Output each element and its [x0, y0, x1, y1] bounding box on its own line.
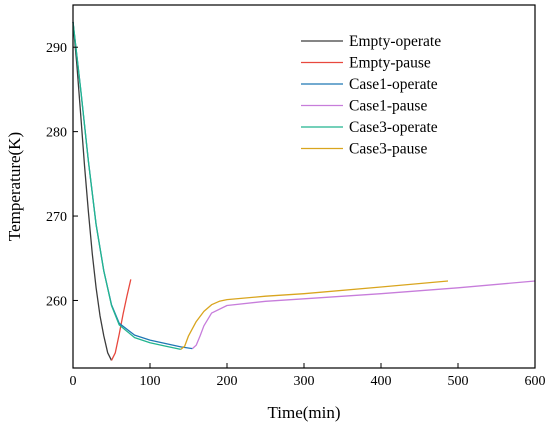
- series-line-3: [191, 280, 536, 350]
- y-tick-label-3: 290: [46, 41, 67, 56]
- series-line-4: [72, 21, 181, 351]
- y-tick-label-0: 260: [46, 294, 67, 309]
- legend-label-0: Empty-operate: [349, 33, 441, 50]
- legend-label-2: Case1-operate: [349, 76, 438, 93]
- series-line-5: [180, 280, 449, 350]
- x-tick-label-0: 0: [70, 374, 77, 389]
- y-axis-label: Temperature(K): [5, 132, 24, 241]
- x-tick-label-5: 500: [448, 374, 469, 389]
- x-tick-label-2: 200: [217, 374, 238, 389]
- legend-label-3: Case1-pause: [349, 98, 427, 115]
- legend-label-4: Case3-operate: [349, 119, 438, 136]
- series-line-1: [110, 279, 132, 361]
- x-tick-label-4: 400: [371, 374, 392, 389]
- x-tick-label-6: 600: [525, 374, 546, 389]
- x-tick-label-3: 300: [294, 374, 315, 389]
- plot-frame: [72, 4, 536, 369]
- legend: Empty-operate Empty-pause Case1-operate Cas…: [301, 33, 441, 158]
- legend-label-1: Empty-pause: [349, 55, 431, 72]
- series-line-0: [72, 21, 113, 361]
- y-tick-label-2: 280: [46, 126, 67, 141]
- x-tick-label-1: 100: [140, 374, 161, 389]
- legend-label-5: Case3-pause: [349, 141, 427, 158]
- y-axis-ticks: 260 270 280 290: [46, 41, 78, 309]
- y-tick-label-1: 270: [46, 210, 67, 225]
- x-axis-ticks: 0 100 200 300 400 500 600: [70, 363, 546, 389]
- plot-area: [72, 21, 536, 361]
- x-axis-label: Time(min): [267, 403, 340, 422]
